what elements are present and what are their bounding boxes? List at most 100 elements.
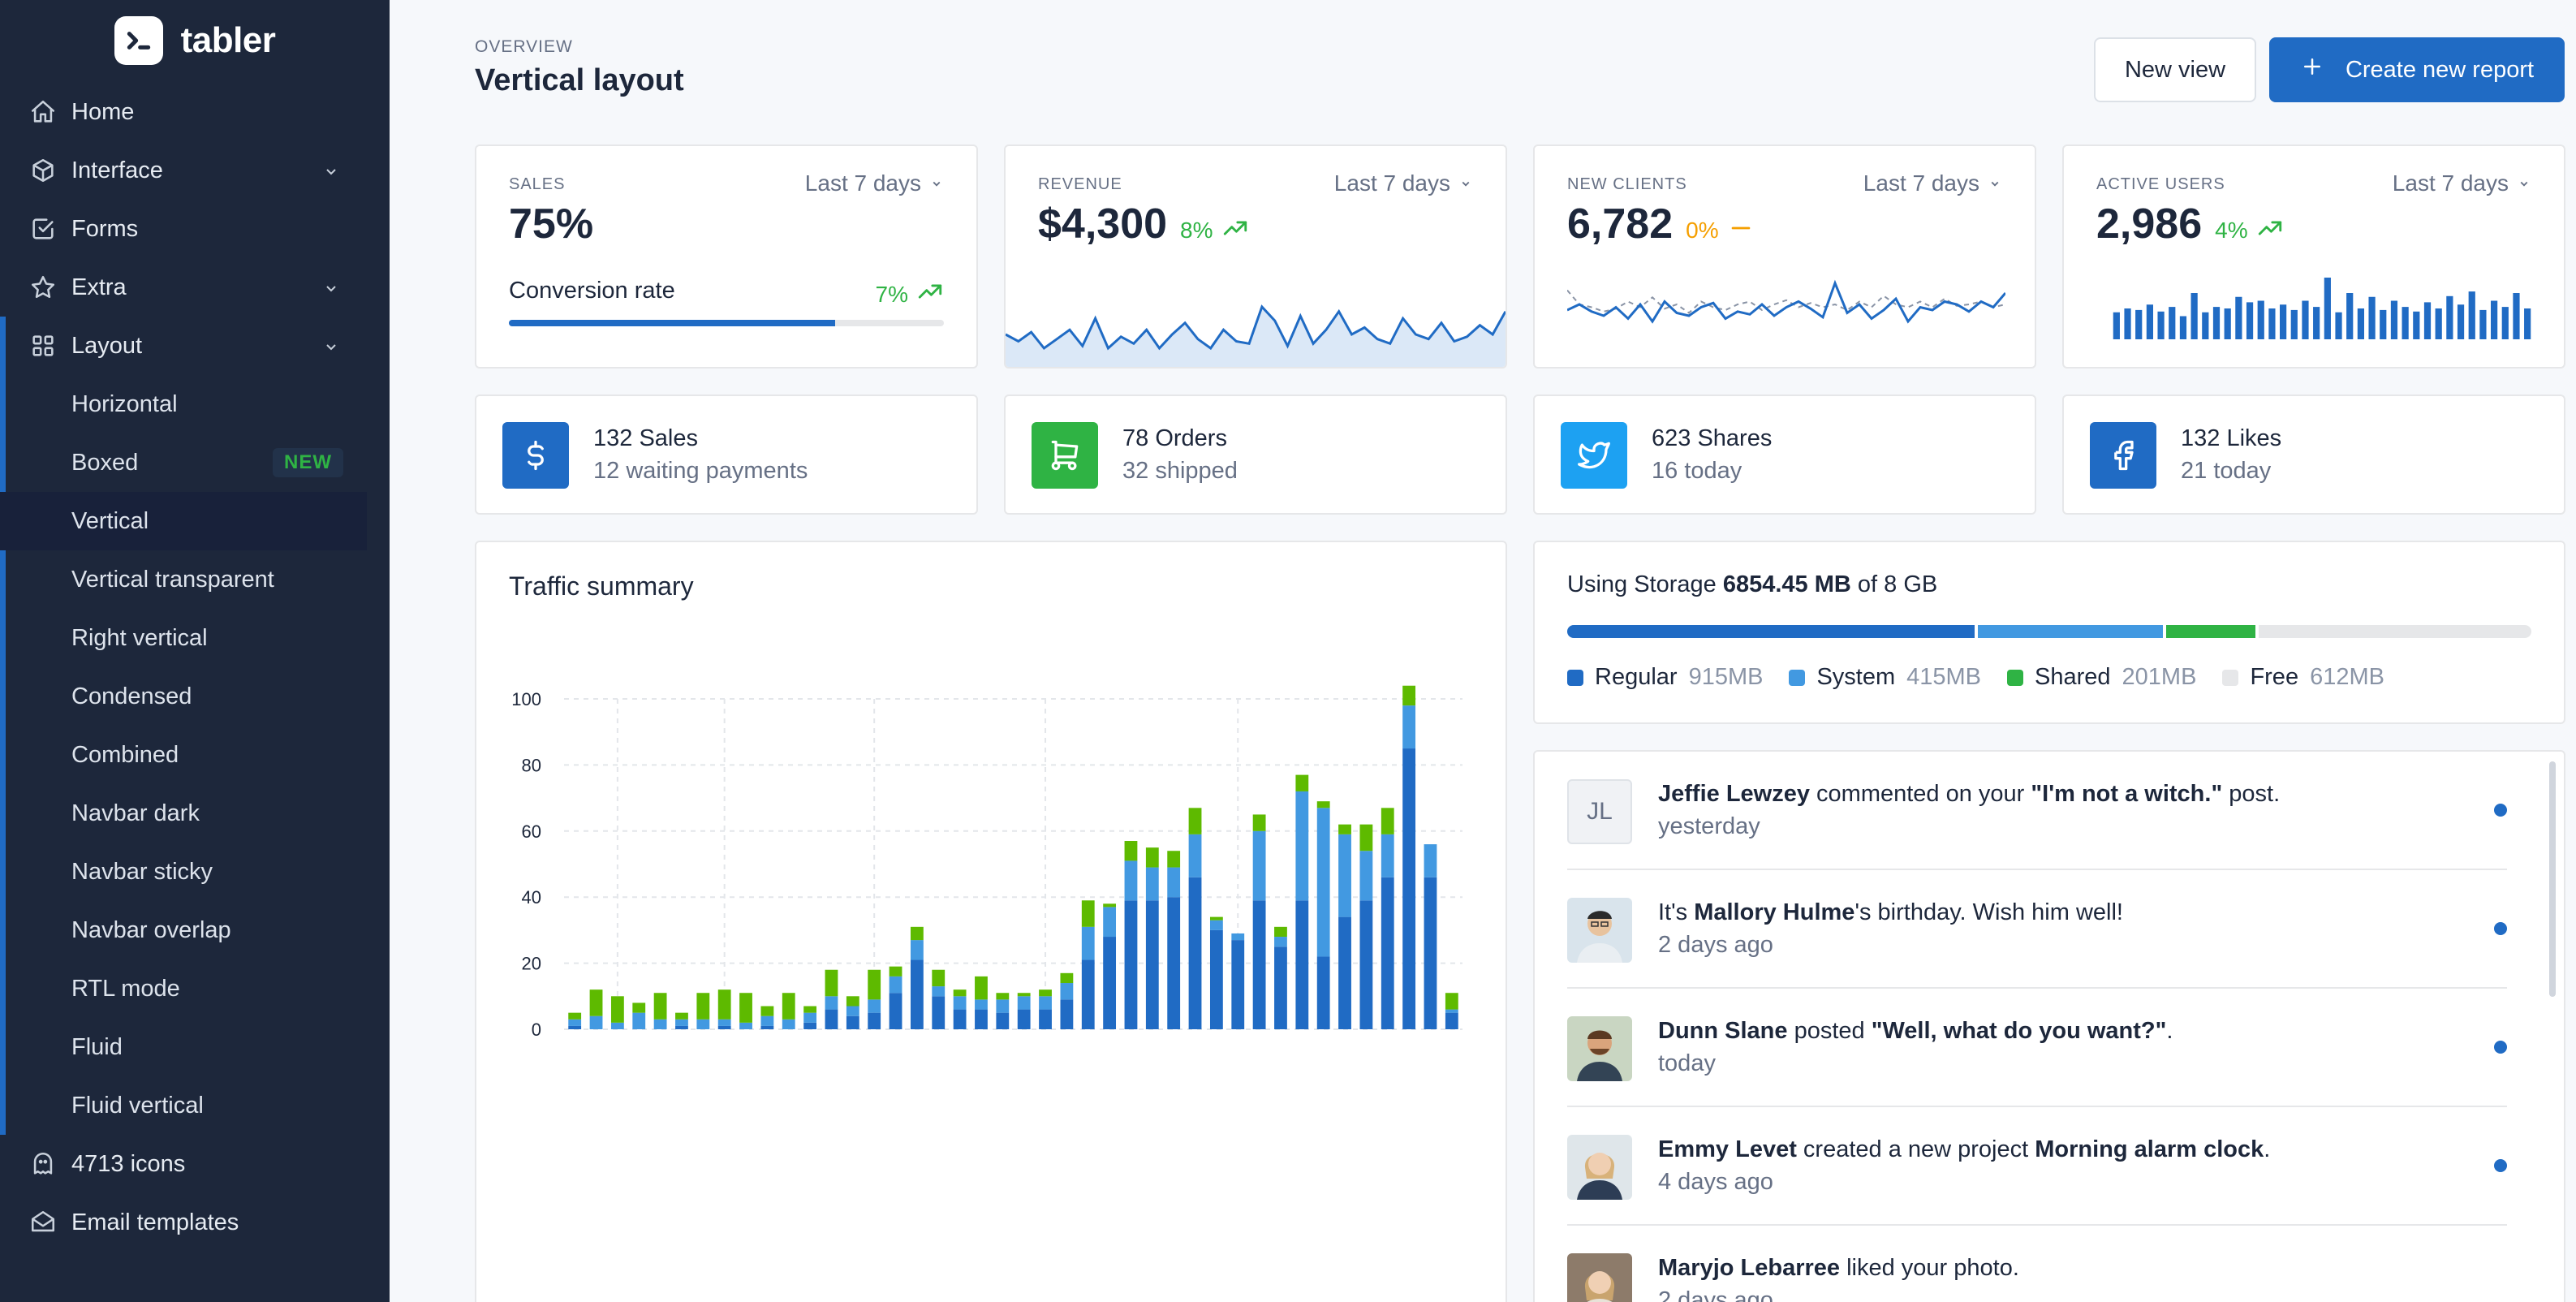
- user-bar: [2446, 295, 2453, 339]
- mini-subtitle: 16 today: [1652, 458, 1742, 484]
- activity-item[interactable]: It's Mallory Hulme's birthday. Wish him …: [1567, 870, 2507, 989]
- bar-segment: [846, 1015, 859, 1029]
- sidebar-subitem-horizontal[interactable]: Horizontal: [71, 390, 178, 417]
- storage-segment: [2259, 625, 2531, 638]
- bar-segment: [1424, 877, 1437, 1029]
- bar-segment: [803, 1006, 817, 1013]
- bar-segment: [1295, 900, 1309, 1029]
- sidebar-subitem-combined[interactable]: Combined: [71, 741, 179, 768]
- bar-segment: [1145, 900, 1159, 1029]
- bar-segment: [1039, 996, 1052, 1010]
- bar-segment: [910, 940, 924, 960]
- sidebar-item-interface[interactable]: Interface: [0, 141, 390, 200]
- sidebar-subitem-vertical-transparent[interactable]: Vertical transparent: [71, 566, 274, 593]
- activity-action: created a new project: [1796, 1136, 2035, 1162]
- storage-legend: Regular 915MB System 415MB Shared 201MB Fre…: [1567, 664, 2384, 691]
- activity-card[interactable]: JL Jeffie Lewzey commented on your "I'm …: [1533, 750, 2565, 1302]
- bar-segment: [1103, 907, 1117, 938]
- sidebar-subitem-boxed[interactable]: Boxed NEW: [0, 433, 390, 492]
- range-dropdown[interactable]: Last 7 days: [1863, 170, 2002, 196]
- scrollbar-thumb[interactable]: [2549, 761, 2556, 997]
- legend-swatch: [2222, 669, 2239, 686]
- bar-segment: [1402, 685, 1416, 706]
- activity-user: Dunn Slane: [1658, 1018, 1788, 1044]
- activity-action: commented on your: [1809, 781, 2031, 807]
- bar-segment: [910, 926, 924, 941]
- sidebar-subitem-navbar-dark[interactable]: Navbar dark: [71, 800, 200, 826]
- sidebar-subitem-fluid[interactable]: Fluid: [71, 1033, 123, 1060]
- active-users-subheader: ACTIVE USERS: [2096, 175, 2225, 193]
- user-bar: [2124, 308, 2131, 339]
- bar-segment: [1445, 1009, 1458, 1013]
- create-report-button[interactable]: Create new report: [2269, 37, 2565, 102]
- activity-action: 's birthday. Wish him well!: [1854, 899, 2123, 925]
- storage-segment: [1978, 625, 2163, 638]
- sidebar-subitem-condensed[interactable]: Condensed: [71, 683, 192, 709]
- activity-time: 4 days ago: [1658, 1169, 1773, 1195]
- minus-icon: [1727, 214, 1755, 248]
- sidebar-item-email-templates[interactable]: Email templates: [0, 1193, 390, 1252]
- bar-segment: [1209, 929, 1223, 1029]
- activity-item[interactable]: Dunn Slane posted "Well, what do you wan…: [1567, 989, 2507, 1107]
- range-dropdown-label: Last 7 days: [2392, 170, 2509, 196]
- bar-segment: [868, 999, 881, 1013]
- active-users-value: 2,986: [2096, 200, 2203, 248]
- clients-line-primary: [1567, 279, 2005, 324]
- activity-item[interactable]: JL Jeffie Lewzey commented on your "I'm …: [1567, 752, 2507, 870]
- new-view-button[interactable]: New view: [2094, 37, 2256, 102]
- sidebar-subitem-navbar-overlap[interactable]: Navbar overlap: [71, 916, 231, 943]
- sidebar-item-layout[interactable]: Layout: [0, 317, 390, 375]
- activity-item[interactable]: Emmy Levet created a new project Morning…: [1567, 1107, 2507, 1226]
- sidebar-subitem-navbar-sticky[interactable]: Navbar sticky: [71, 858, 213, 885]
- user-bar: [2491, 300, 2498, 339]
- unread-dot: [2494, 1041, 2507, 1054]
- user-bar: [2113, 312, 2120, 339]
- bar-segment: [825, 969, 838, 997]
- legend-swatch: [1567, 669, 1583, 686]
- avatar: [1567, 898, 1632, 963]
- legend-label: Regular: [1595, 664, 1678, 690]
- sidebar-item-home[interactable]: Home: [0, 83, 390, 141]
- bar-segment: [1017, 1009, 1031, 1029]
- activity-item[interactable]: Maryjo Lebarree liked your photo. 2 days…: [1567, 1226, 2507, 1302]
- user-bar: [2146, 304, 2153, 339]
- brand[interactable]: tabler: [0, 0, 390, 81]
- sidebar-subitem-fluid-vertical[interactable]: Fluid vertical: [71, 1092, 204, 1119]
- range-dropdown-label: Last 7 days: [1863, 170, 1979, 196]
- bar-segment: [996, 1012, 1010, 1029]
- sidebar-item-forms[interactable]: Forms: [0, 200, 390, 258]
- bar-segment: [868, 969, 881, 1000]
- bar-segment: [1381, 808, 1394, 834]
- activity-text: Dunn Slane posted "Well, what do you wan…: [1658, 1018, 2173, 1045]
- sidebar-subitem-vertical[interactable]: Vertical: [0, 492, 367, 550]
- user-bar: [2280, 304, 2287, 339]
- bar-segment: [589, 1015, 603, 1029]
- traffic-chart: 02040608010024 JunJul '2008 Jul16 Jul24 …: [511, 685, 1462, 1040]
- bar-segment: [910, 959, 924, 1029]
- bar-segment: [1124, 841, 1138, 861]
- bar-segment: [1060, 983, 1074, 1000]
- page-title: Vertical layout: [475, 63, 684, 97]
- user-bar: [2224, 308, 2231, 339]
- layout-section: Layout Horizontal Boxed NEW Vertical Ver…: [0, 317, 390, 1135]
- bar-segment: [1274, 946, 1287, 1029]
- user-bar: [2235, 296, 2242, 339]
- bar-segment: [1338, 824, 1351, 834]
- user-bar: [2413, 311, 2420, 339]
- activity-time: today: [1658, 1050, 1716, 1076]
- bar-segment: [975, 999, 988, 1010]
- range-dropdown[interactable]: Last 7 days: [1334, 170, 1473, 196]
- bar-segment: [782, 993, 795, 1020]
- package-icon: [28, 155, 58, 186]
- sidebar-nav: Home Interface Forms Extra Layout Horizo…: [0, 83, 390, 1252]
- range-dropdown[interactable]: Last 7 days: [805, 170, 944, 196]
- range-dropdown[interactable]: Last 7 days: [2393, 170, 2531, 196]
- sidebar-subitem-rtl-mode[interactable]: RTL mode: [71, 975, 180, 1002]
- unread-dot: [2494, 804, 2507, 817]
- sidebar-item-icons[interactable]: 4713 icons: [0, 1135, 390, 1193]
- new-clients-card: NEW CLIENTS Last 7 days 6,782 0%: [1533, 144, 2036, 369]
- cart-icon: [1032, 422, 1098, 489]
- activity-user: Emmy Levet: [1658, 1136, 1797, 1162]
- sidebar-item-extra[interactable]: Extra: [0, 258, 390, 317]
- sidebar-subitem-right-vertical[interactable]: Right vertical: [71, 624, 208, 651]
